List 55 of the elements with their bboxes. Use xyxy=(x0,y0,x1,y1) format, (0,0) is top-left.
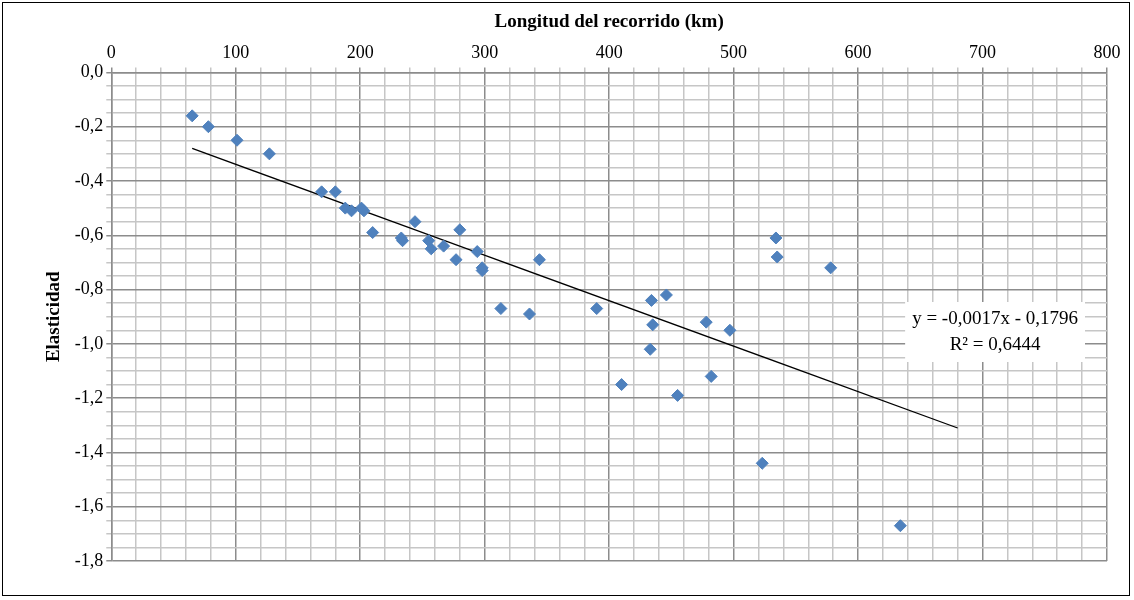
point xyxy=(671,388,685,402)
point xyxy=(185,109,199,123)
point xyxy=(699,315,713,329)
x-tick-label: 600 xyxy=(844,42,872,63)
point xyxy=(408,215,422,229)
point xyxy=(532,253,546,267)
x-tick-label: 700 xyxy=(969,42,997,63)
point xyxy=(770,250,784,264)
y-tick-label: -1,4 xyxy=(74,441,104,462)
y-tick-label: -1,2 xyxy=(74,386,104,407)
x-tick-label: 0 xyxy=(106,42,116,63)
point xyxy=(615,378,629,392)
point xyxy=(522,307,536,321)
point xyxy=(345,204,359,218)
x-tick-label: 400 xyxy=(595,42,623,63)
point xyxy=(437,239,451,253)
point xyxy=(723,323,737,337)
x-tick-label: 300 xyxy=(471,42,499,63)
x-tick-label: 500 xyxy=(720,42,748,63)
point xyxy=(755,456,769,470)
point xyxy=(230,133,244,147)
point xyxy=(704,369,718,383)
y-tick-label: 0,0 xyxy=(80,61,104,82)
point xyxy=(769,231,783,245)
x-tick-label: 100 xyxy=(222,42,250,63)
x-axis-title: Longitud del recorrido (km) xyxy=(494,10,724,33)
point xyxy=(453,223,467,237)
y-tick-label: -0,6 xyxy=(74,224,104,244)
y-tick-label: -0,8 xyxy=(74,278,104,299)
point xyxy=(824,261,838,275)
point xyxy=(659,288,673,302)
y-tick-label: -1,6 xyxy=(74,495,104,516)
annotation: y = -0,0017x - 0,1796 xyxy=(912,307,1078,329)
point xyxy=(644,293,658,307)
point xyxy=(424,242,438,256)
y-tick-label: -1,0 xyxy=(74,332,104,353)
point xyxy=(646,318,660,332)
point xyxy=(643,342,657,356)
point xyxy=(328,185,342,199)
point xyxy=(366,226,380,240)
y-tick-label: -0,2 xyxy=(74,115,104,136)
annotation: R² = 0,6444 xyxy=(949,333,1041,355)
point xyxy=(494,302,508,316)
x-tick-label: 800 xyxy=(1093,42,1121,63)
point xyxy=(590,302,604,316)
x-tick-label: 200 xyxy=(346,42,374,63)
y-tick-label: -0,4 xyxy=(74,169,104,190)
point xyxy=(315,185,329,199)
y-tick-label: -1,8 xyxy=(74,549,104,570)
y-axis-title: Elasticidad xyxy=(42,270,64,363)
point xyxy=(893,519,907,533)
point xyxy=(470,245,484,259)
point xyxy=(201,120,215,134)
point xyxy=(262,147,276,161)
point xyxy=(449,253,463,267)
